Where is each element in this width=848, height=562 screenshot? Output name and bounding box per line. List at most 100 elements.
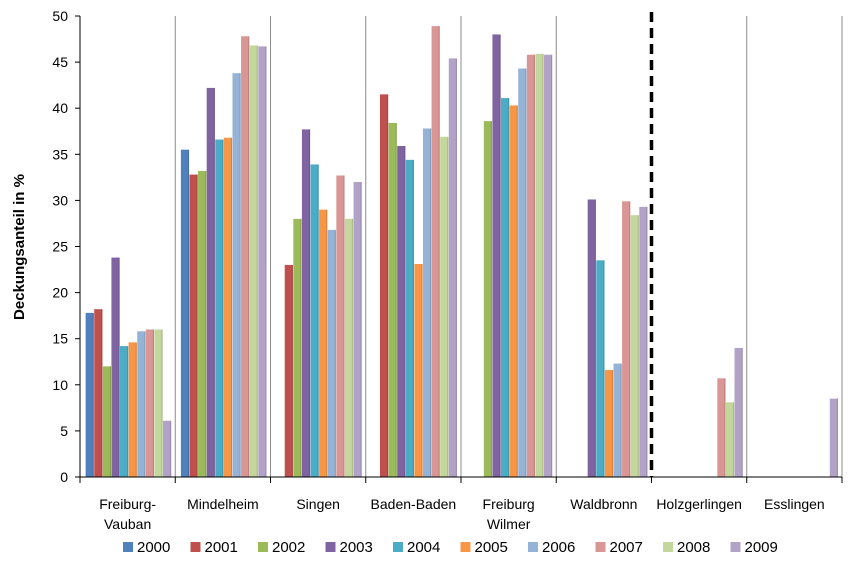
bar-2002 xyxy=(483,121,493,477)
bar-2008 xyxy=(154,329,163,477)
bar-2009 xyxy=(639,206,648,477)
bar-shadow xyxy=(360,181,362,477)
bar-shadow xyxy=(152,329,155,477)
bar-shadow xyxy=(118,257,120,477)
bar-shadow xyxy=(101,309,103,477)
bar-2005 xyxy=(319,209,328,477)
category-label: Freiburg xyxy=(483,496,535,512)
bar-2009 xyxy=(544,54,553,477)
bar-2006 xyxy=(422,128,432,477)
y-tick-label: 20 xyxy=(52,285,68,301)
bar-shadow xyxy=(135,342,137,477)
bar-shadow xyxy=(429,128,432,477)
legend-label: 2005 xyxy=(475,539,508,556)
bar-shadow xyxy=(109,366,112,477)
bar-2008 xyxy=(440,136,449,478)
bar-2008 xyxy=(535,53,544,477)
bar-2008 xyxy=(630,215,639,478)
bar-shadow xyxy=(447,136,449,478)
bar-shadow xyxy=(196,174,198,478)
legend-swatch-2008 xyxy=(663,542,673,552)
bar-2005 xyxy=(509,105,518,478)
bar-shadow xyxy=(161,329,163,477)
bar-shadow xyxy=(343,175,345,478)
bar-2005 xyxy=(604,370,614,477)
category-label: Mindelheim xyxy=(187,496,259,512)
bar-shadow xyxy=(92,312,94,477)
legend-swatch-2005 xyxy=(460,542,471,552)
y-tick-label: 5 xyxy=(60,423,68,439)
bar-shadow xyxy=(611,370,614,477)
bar-2007 xyxy=(241,36,250,478)
bar-2005 xyxy=(128,342,137,477)
category-label: Singen xyxy=(296,496,340,512)
bar-2001 xyxy=(379,94,389,478)
bar-2003 xyxy=(587,199,596,477)
labels-layer: 0 5 10 15 20 25 30 35 40 45 50 Freiburg- Vauban Minde… xyxy=(52,8,824,532)
legend-label: 2008 xyxy=(677,539,710,556)
bar-shadow xyxy=(499,34,501,477)
bar-2007 xyxy=(431,26,440,478)
bar-shadow xyxy=(490,121,493,477)
bar-shadow xyxy=(637,215,639,478)
bar-shadow xyxy=(170,420,172,477)
legend-swatch-2002 xyxy=(258,542,268,552)
bar-shadow xyxy=(646,206,648,477)
category-label: Freiburg- xyxy=(99,496,156,512)
bar-2002 xyxy=(102,366,112,477)
bar-2001 xyxy=(189,174,198,478)
bar-2003 xyxy=(111,257,120,477)
bar-2001 xyxy=(94,309,103,477)
bar-shadow xyxy=(620,363,622,477)
bar-shadow xyxy=(326,209,328,477)
legend-label: 2009 xyxy=(745,539,778,556)
bar-2000 xyxy=(85,312,94,477)
bar-2005 xyxy=(414,264,423,477)
bar-shadow xyxy=(551,54,553,477)
bar-shadow xyxy=(386,94,389,478)
bar-2003 xyxy=(492,34,501,477)
legend-swatch-2004 xyxy=(393,542,403,552)
y-tick-label: 25 xyxy=(52,239,68,255)
bar-shadow xyxy=(300,218,302,477)
category-label: Vauban xyxy=(104,516,151,532)
bar-2004 xyxy=(596,260,605,477)
bar-shadow xyxy=(412,159,414,477)
bar-2004 xyxy=(120,346,129,477)
bar-2000 xyxy=(180,149,190,477)
bar-shadow xyxy=(317,164,319,477)
bar-2007 xyxy=(145,329,155,477)
bars-layer xyxy=(85,26,838,478)
legend-label: 2003 xyxy=(340,539,373,556)
bar-2007 xyxy=(622,201,631,477)
legend-label: 2006 xyxy=(542,539,575,556)
bar-2004 xyxy=(501,98,510,478)
category-label: Baden-Baden xyxy=(371,496,457,512)
bar-shadow xyxy=(395,122,397,478)
bar-shadow xyxy=(256,45,258,478)
bar-2006 xyxy=(518,68,527,477)
bar-2007 xyxy=(717,378,726,477)
bar-2007 xyxy=(336,175,345,478)
bar-2006 xyxy=(613,363,622,477)
bar-2004 xyxy=(310,164,319,477)
bar-shadow xyxy=(724,378,726,477)
category-label: Esslingen xyxy=(764,496,825,512)
bar-shadow xyxy=(265,46,267,478)
y-tick-label: 15 xyxy=(52,331,68,347)
category-label: Holzgerlingen xyxy=(656,496,742,512)
legend-swatch-2003 xyxy=(325,542,336,552)
bar-shadow xyxy=(187,149,190,477)
legend-label: 2002 xyxy=(272,539,305,556)
y-tick-label: 45 xyxy=(52,54,68,70)
bar-shadow xyxy=(525,68,527,477)
bar-shadow xyxy=(222,139,224,477)
bar-shadow xyxy=(603,260,605,477)
bar-2003 xyxy=(206,87,215,477)
bar-shadow xyxy=(351,218,354,477)
bar-shadow xyxy=(508,98,510,478)
bar-shadow xyxy=(741,347,743,477)
y-tick-label: 0 xyxy=(60,469,68,485)
